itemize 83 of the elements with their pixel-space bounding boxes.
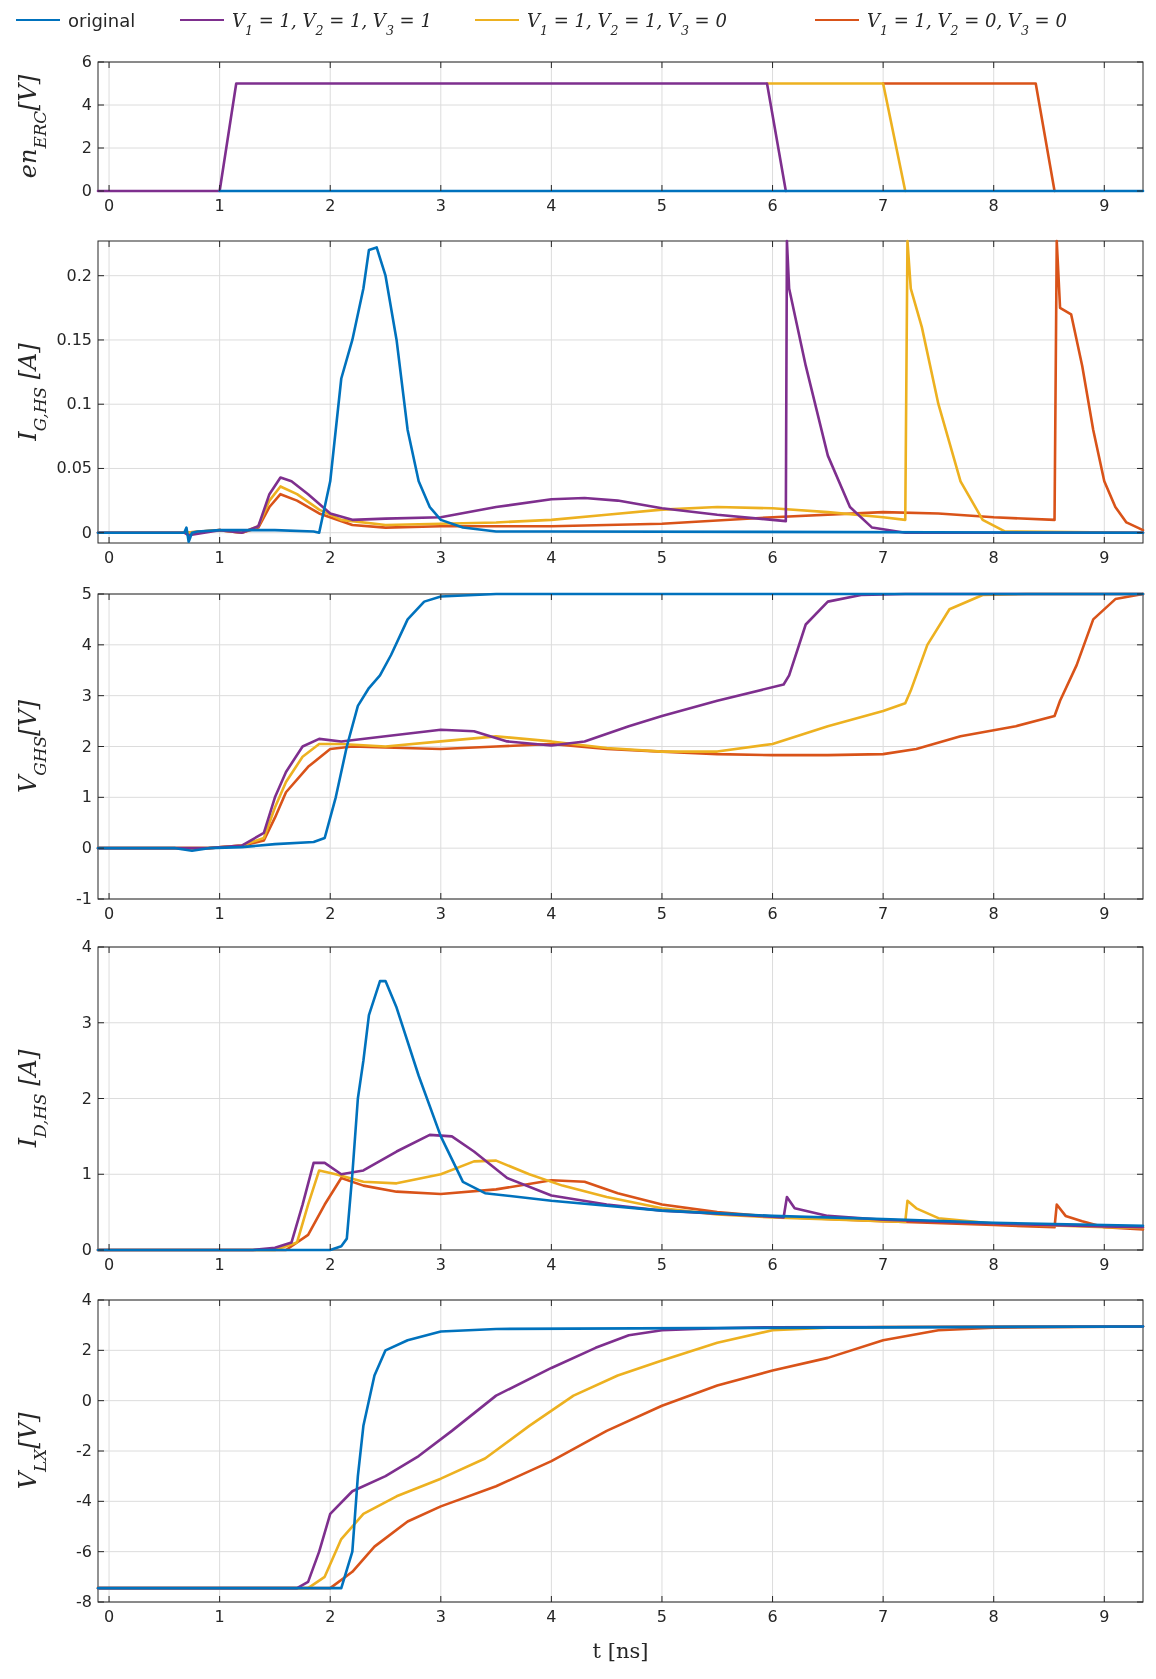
y-tick-label: 0 [81,838,92,858]
x-tick-label: 7 [878,1607,889,1626]
x-tick-label: 2 [325,1255,336,1274]
x-tick-label: 4 [546,196,557,215]
x-tick-label: 5 [656,1255,668,1274]
x-tick-label: 4 [546,548,557,567]
x-tick-label: 0 [103,904,115,923]
y-tick-label: 4 [81,1290,92,1309]
x-tick-label: 5 [656,904,668,923]
x-tick-label: 8 [988,1255,999,1274]
x-tick-label: 7 [878,1255,889,1274]
y-tick-label: 4 [81,937,92,956]
y-tick-label: -4 [76,1491,92,1511]
x-tick-label: 4 [546,1255,557,1274]
y-tick-label: 0.1 [66,394,92,414]
legend-label: V$_{1}$ = 1, V$_{2}$ = 0, V$_{3}$ = 0 [867,10,1067,38]
y-tick-label: 4 [81,634,92,654]
x-tick-label: 2 [325,1607,336,1626]
y-tick-label: -2 [76,1441,92,1460]
x-tick-label: 0 [103,196,115,215]
x-tick-label: 9 [1099,1255,1110,1274]
x-tick-label: 6 [767,1607,778,1626]
y-tick-label: 5 [81,584,92,603]
y-tick-label: 6 [81,52,92,71]
x-tick-label: 2 [325,196,336,215]
x-tick-label: 9 [1099,196,1110,215]
y-tick-label: 2 [81,1340,92,1360]
x-tick-label: 9 [1099,548,1110,567]
y-tick-label: 2 [81,1088,92,1108]
x-tick-label: 9 [1099,1607,1110,1626]
x-tick-label: 1 [214,548,225,567]
x-tick-label: 4 [546,1607,557,1626]
y-tick-label: 2 [81,138,92,157]
y-tick-label: 4 [81,95,92,114]
y-tick-label: 0.2 [66,265,92,285]
y-tick-label: 0 [81,181,92,200]
legend-label: V$_{1}$ = 1, V$_{2}$ = 1, V$_{3}$ = 1 [232,10,432,38]
y-tick-label: 0 [81,522,92,542]
x-tick-label: 8 [988,1607,999,1626]
x-tick-label: 1 [214,196,225,215]
x-tick-label: 0 [103,1255,115,1274]
y-tick-label: 0.05 [56,458,92,478]
y-tick-label: 0 [81,1240,92,1259]
x-tick-label: 7 [878,904,889,923]
y-tick-label: 3 [81,1012,92,1032]
x-tick-label: 3 [435,904,446,923]
y-tick-label: 3 [81,685,92,705]
y-tick-label: 0.15 [56,329,92,349]
x-tick-label: 6 [767,1255,778,1274]
x-tick-label: 0 [103,1607,115,1626]
y-tick-label: 1 [81,1164,92,1184]
x-tick-label: 2 [325,904,336,923]
x-tick-label: 2 [325,548,336,567]
x-tick-label: 3 [435,548,446,567]
legend-label: V$_{1}$ = 1, V$_{2}$ = 1, V$_{3}$ = 0 [527,10,727,38]
x-tick-label: 3 [435,1255,446,1274]
x-tick-label: 1 [214,1607,225,1626]
x-tick-label: 4 [546,904,557,923]
x-tick-label: 1 [214,1255,225,1274]
x-tick-label: 3 [435,196,446,215]
x-tick-label: 8 [988,196,999,215]
x-tick-label: 9 [1099,904,1110,923]
x-tick-label: 7 [878,196,889,215]
x-tick-label: 5 [656,196,668,215]
y-tick-label: 0 [81,1390,92,1410]
x-axis-title: t [ns] [592,1639,649,1663]
x-tick-label: 8 [988,548,999,567]
legend-label: original [68,10,136,31]
x-tick-label: 6 [767,548,778,567]
x-tick-label: 7 [878,548,889,567]
x-tick-label: 1 [214,904,225,923]
x-tick-label: 5 [656,1607,668,1626]
y-tick-label: -1 [76,889,92,908]
y-tick-label: 1 [81,787,92,807]
x-tick-label: 6 [767,196,778,215]
y-tick-label: -6 [76,1541,92,1561]
y-tick-label: -8 [76,1592,92,1611]
x-tick-label: 5 [656,548,668,567]
x-tick-label: 6 [767,904,778,923]
y-tick-label: 2 [81,736,92,756]
x-tick-label: 8 [988,904,999,923]
x-tick-label: 3 [435,1607,446,1626]
x-tick-label: 0 [103,548,115,567]
